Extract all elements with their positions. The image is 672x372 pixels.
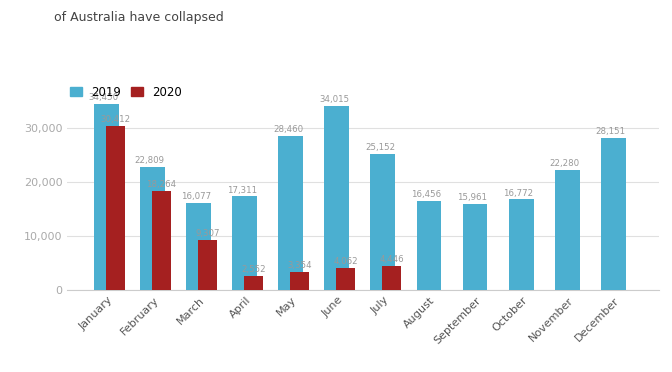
Bar: [382, 266, 401, 290]
Text: 22,280: 22,280: [549, 159, 579, 168]
Bar: [146, 167, 165, 290]
Bar: [422, 201, 442, 290]
Bar: [278, 136, 298, 290]
Bar: [152, 191, 171, 290]
Bar: [336, 268, 355, 290]
Text: of Australia have collapsed: of Australia have collapsed: [54, 11, 224, 24]
Text: 30,412: 30,412: [100, 115, 130, 124]
Bar: [233, 196, 251, 290]
Bar: [601, 138, 620, 290]
Bar: [140, 167, 159, 290]
Text: 3,354: 3,354: [287, 261, 312, 270]
Bar: [376, 154, 395, 290]
Text: 22,809: 22,809: [135, 156, 165, 165]
Bar: [290, 272, 309, 290]
Bar: [417, 201, 436, 290]
Text: 16,772: 16,772: [503, 189, 534, 198]
Text: 9,307: 9,307: [195, 229, 220, 238]
Bar: [106, 126, 125, 290]
Text: 16,456: 16,456: [411, 190, 442, 199]
Bar: [514, 199, 534, 290]
Bar: [94, 104, 114, 290]
Text: 28,151: 28,151: [595, 127, 626, 136]
Text: 34,450: 34,450: [89, 93, 119, 102]
Legend: 2019, 2020: 2019, 2020: [70, 86, 181, 99]
Bar: [198, 240, 217, 290]
Bar: [468, 204, 487, 290]
Bar: [284, 136, 303, 290]
Bar: [186, 203, 206, 290]
Bar: [238, 196, 257, 290]
Bar: [370, 154, 390, 290]
Bar: [99, 104, 119, 290]
Text: 28,460: 28,460: [273, 125, 303, 134]
Bar: [325, 106, 344, 290]
Text: 2,552: 2,552: [241, 266, 266, 275]
Text: 18,264: 18,264: [146, 180, 177, 189]
Bar: [555, 170, 574, 290]
Bar: [560, 170, 580, 290]
Text: 17,311: 17,311: [227, 186, 257, 195]
Text: 34,015: 34,015: [319, 95, 349, 104]
Text: 15,961: 15,961: [457, 193, 487, 202]
Bar: [244, 276, 263, 290]
Text: 4,062: 4,062: [333, 257, 358, 266]
Text: 16,077: 16,077: [181, 192, 211, 201]
Bar: [606, 138, 626, 290]
Text: 25,152: 25,152: [365, 143, 395, 152]
Bar: [192, 203, 211, 290]
Text: 4,446: 4,446: [380, 255, 404, 264]
Bar: [509, 199, 528, 290]
Bar: [462, 204, 482, 290]
Bar: [330, 106, 349, 290]
